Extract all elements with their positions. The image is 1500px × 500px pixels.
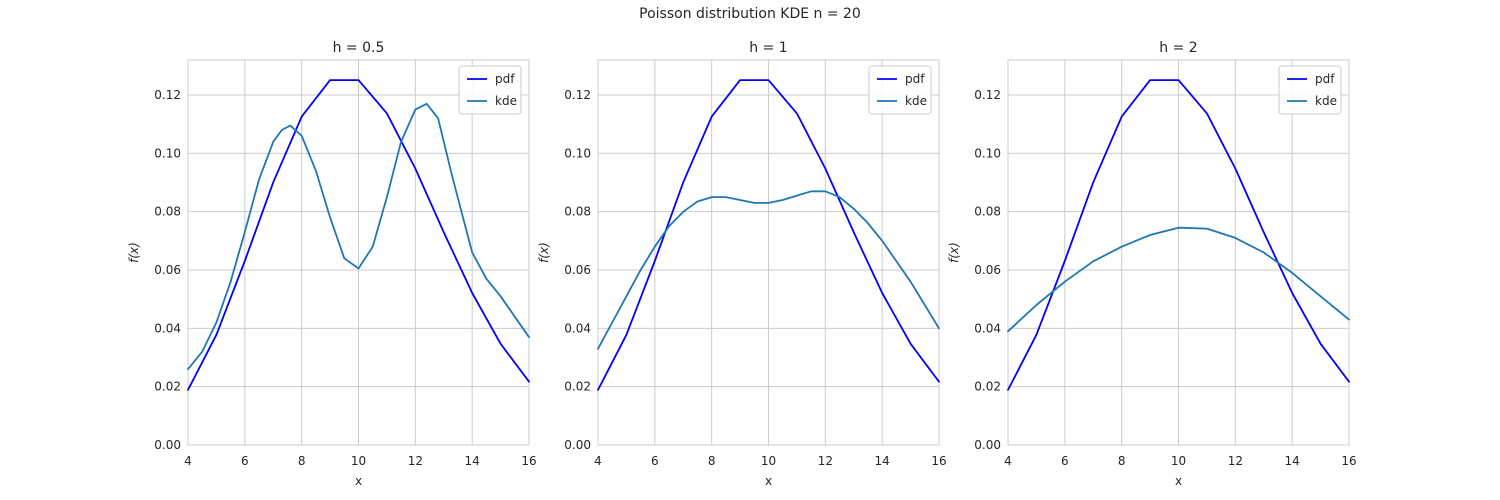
y-tick-label: 0.08 (974, 205, 1001, 219)
x-tick-label: 14 (1285, 454, 1300, 468)
y-tick-label: 0.06 (564, 263, 591, 277)
x-tick-label: 14 (465, 454, 480, 468)
x-tick-label: 10 (761, 454, 776, 468)
x-tick-label: 6 (1061, 454, 1069, 468)
y-tick-label: 0.00 (564, 438, 591, 452)
y-tick-label: 0.12 (154, 88, 181, 102)
x-axis-label: x (1175, 474, 1182, 488)
y-tick-label: 0.08 (564, 205, 591, 219)
axes-frame (187, 59, 530, 446)
figure-title: Poisson distribution KDE n = 20 (639, 6, 861, 22)
y-tick-label: 0.10 (154, 146, 181, 160)
legend: pdf kde (1278, 65, 1342, 115)
x-tick-label: 4 (184, 454, 192, 468)
x-tick-label: 8 (298, 454, 306, 468)
y-tick-label: 0.10 (564, 146, 591, 160)
y-tick-label: 0.04 (154, 321, 181, 335)
y-tick-label: 0.06 (154, 263, 181, 277)
legend-box (1278, 65, 1342, 115)
subplot-title: h = 0.5 (333, 40, 385, 56)
x-tick-label: 12 (408, 454, 423, 468)
x-tick-label: 12 (818, 454, 833, 468)
y-tick-label: 0.02 (974, 380, 1001, 394)
x-tick-label: 4 (594, 454, 602, 468)
y-axis-label: f(x) (947, 242, 961, 263)
y-axis-label: f(x) (127, 242, 141, 263)
legend-label-kde: kde (1315, 94, 1337, 108)
legend-label-kde: kde (905, 94, 927, 108)
series-pdf-line (1007, 79, 1350, 391)
y-tick-label: 0.08 (154, 205, 181, 219)
axes-frame (1007, 59, 1350, 446)
y-tick-label: 0.00 (974, 438, 1001, 452)
legend-label-pdf: pdf (1315, 72, 1335, 86)
legend-label-pdf: pdf (495, 72, 515, 86)
legend: pdf kde (458, 65, 522, 115)
subplot-1: 4 6 8 10 12 14 16 0.00 0.02 0.04 0.06 0.08 0.10 0.12 h… (127, 40, 537, 488)
x-tick-label: 16 (931, 454, 946, 468)
y-tick-label: 0.00 (154, 438, 181, 452)
x-tick-label: 4 (1004, 454, 1012, 468)
y-tick-label: 0.12 (974, 88, 1001, 102)
subplot-title: h = 2 (1159, 40, 1197, 56)
subplot-3: 4 6 8 10 12 14 16 0.00 0.02 0.04 0.06 0.08 0.10 0.12 h… (947, 40, 1357, 488)
legend-label-kde: kde (495, 94, 517, 108)
x-tick-label: 16 (1341, 454, 1356, 468)
series-kde-line (1007, 226, 1350, 333)
x-tick-label: 10 (351, 454, 366, 468)
x-tick-label: 10 (1171, 454, 1186, 468)
subplot-2: 4 6 8 10 12 14 16 0.00 0.02 0.04 0.06 0.08 0.10 0.12 h… (537, 40, 947, 488)
x-axis-label: x (355, 474, 362, 488)
y-tick-label: 0.10 (974, 146, 1001, 160)
y-axis-label: f(x) (537, 242, 551, 263)
x-tick-label: 6 (241, 454, 249, 468)
series-kde-line (187, 102, 530, 371)
x-tick-label: 12 (1228, 454, 1243, 468)
axes-frame (597, 59, 940, 446)
legend-box (458, 65, 522, 115)
legend-box (868, 65, 932, 115)
series-pdf-line (187, 79, 530, 391)
y-tick-label: 0.02 (564, 380, 591, 394)
x-axis-label: x (765, 474, 772, 488)
y-tick-label: 0.04 (564, 321, 591, 335)
series-kde-line (597, 190, 940, 350)
x-tick-label: 8 (1118, 454, 1126, 468)
y-tick-label: 0.04 (974, 321, 1001, 335)
x-tick-label: 6 (651, 454, 659, 468)
x-tick-label: 8 (708, 454, 716, 468)
x-tick-label: 16 (521, 454, 536, 468)
legend: pdf kde (868, 65, 932, 115)
subplot-title: h = 1 (749, 40, 787, 56)
x-tick-label: 14 (875, 454, 890, 468)
series-pdf-line (597, 79, 940, 391)
y-tick-label: 0.06 (974, 263, 1001, 277)
y-tick-label: 0.12 (564, 88, 591, 102)
y-tick-label: 0.02 (154, 380, 181, 394)
legend-label-pdf: pdf (905, 72, 925, 86)
